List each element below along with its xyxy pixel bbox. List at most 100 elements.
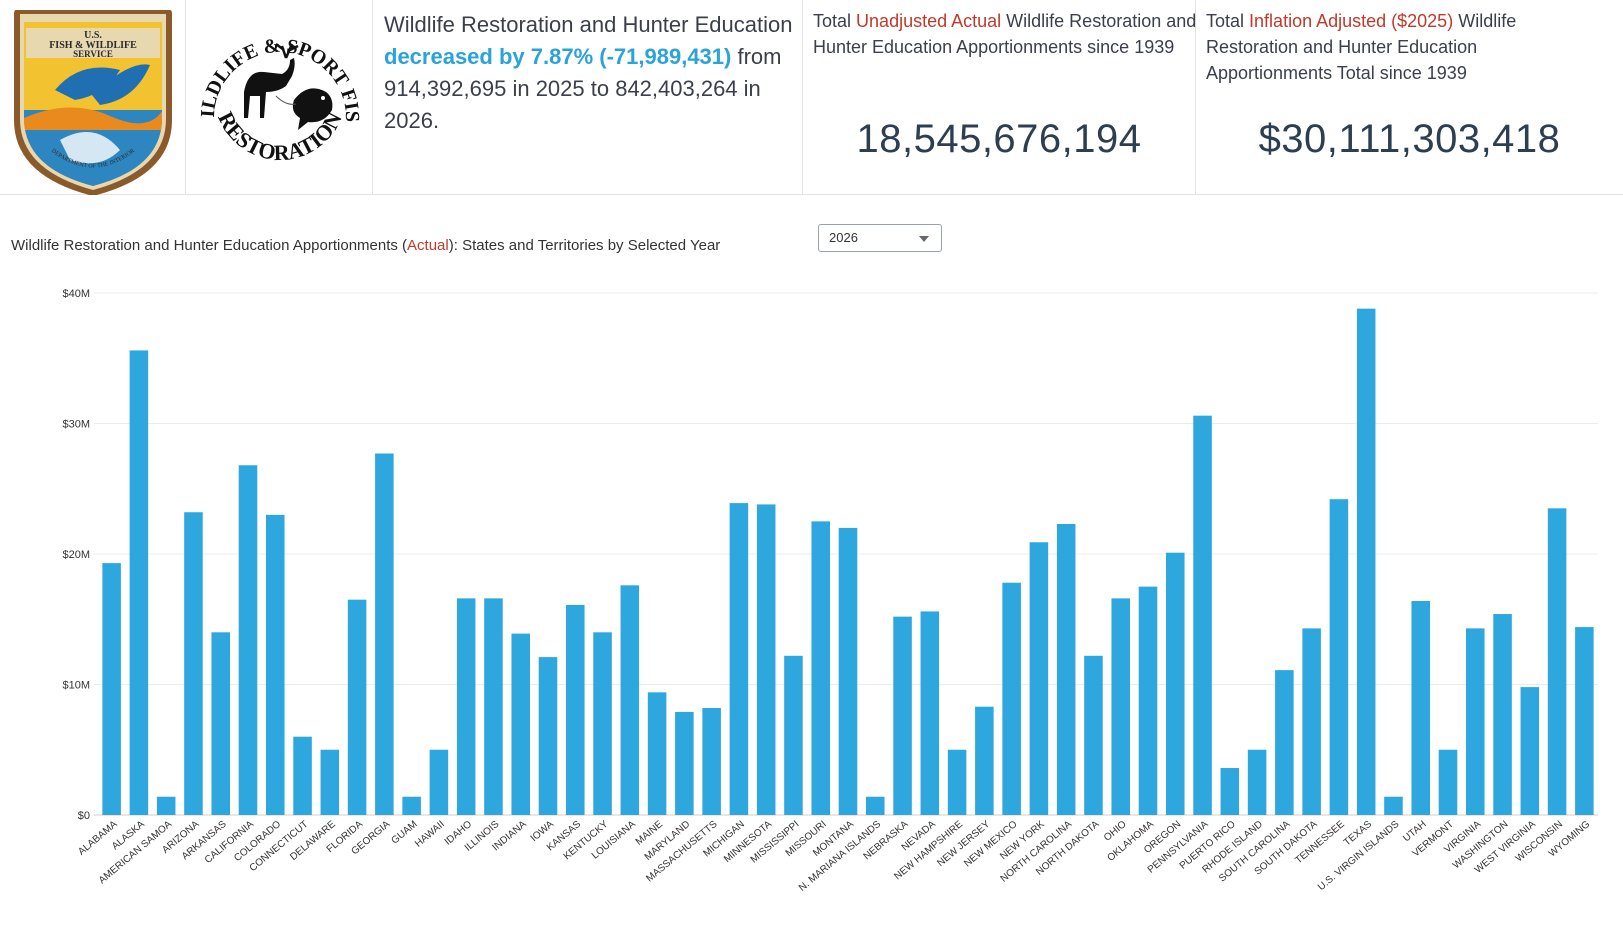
bar[interactable] [620,585,640,815]
bar[interactable] [211,632,230,815]
bar[interactable] [1111,598,1130,815]
deer-icon [244,43,299,118]
kpi-unadjusted-title: Total Unadjusted Actual Wildlife Restora… [813,8,1203,60]
bar[interactable] [238,465,258,815]
bar[interactable] [511,633,530,815]
bar[interactable] [1520,687,1540,815]
bar[interactable] [1247,749,1267,815]
chart-y-axis: $0 $10M $20M $30M $40M [62,288,90,822]
wsfr-emblem-logo: WILDLIFE & SPORT FISH RESTORATION [176,0,363,165]
bar[interactable] [566,604,585,815]
bar[interactable] [1575,627,1594,815]
bar[interactable] [375,453,394,815]
y-tick-label: $40M [62,288,90,300]
bar[interactable] [1029,542,1049,815]
bar[interactable] [484,598,503,815]
bar[interactable] [266,514,285,815]
kpi-inflation-suffix: Wildlife Restoration and Hunter Educatio… [1206,11,1517,83]
bar[interactable] [1056,523,1076,815]
fws-logo-text-3: SERVICE [73,49,113,59]
bar[interactable] [702,707,721,815]
kpi-inflation-panel: Total Inflation Adjusted ($2025) Wildlif… [1196,0,1623,195]
chart-bars [102,308,1594,815]
y-tick-label: $30M [62,419,90,431]
chart-heading-part2: ): States and Territories by Selected Ye… [448,237,721,254]
bar[interactable] [102,563,121,815]
header-strip: U.S. FISH & WILDLIFE SERVICE DEPARTMENT … [0,0,1623,196]
kpi-unadjusted-panel: Total Unadjusted Actual Wildlife Restora… [803,0,1196,195]
kpi-unadjusted-suffix: Wildlife Restoration and Hunter Educatio… [813,11,1197,57]
y-tick-label: $10M [62,680,90,692]
bar[interactable] [293,736,312,815]
summary-change-abs: (-71,989,431) [599,44,732,69]
bar[interactable] [1084,655,1103,815]
y-tick-label: $0 [78,810,90,822]
kpi-inflation-prefix: Total [1206,11,1245,31]
bar[interactable] [947,749,967,815]
fws-logo-panel: U.S. FISH & WILDLIFE SERVICE DEPARTMENT … [0,0,186,196]
bar[interactable] [1275,670,1294,815]
bar[interactable] [1193,415,1212,815]
bar[interactable] [593,632,612,815]
kpi-inflation-value: $30,111,303,418 [1258,117,1561,161]
bar[interactable] [1356,308,1376,815]
fws-shield-logo: U.S. FISH & WILDLIFE SERVICE DEPARTMENT … [14,10,172,196]
bar[interactable] [1384,796,1403,815]
bar[interactable] [1220,768,1240,815]
summary-change-pct: decreased by 7.87% [384,44,594,69]
bar[interactable] [156,796,176,815]
fws-logo-text-2: FISH & WILDLIFE [49,40,137,51]
y-tick-label: $20M [62,549,90,561]
bar[interactable] [1302,628,1321,815]
kpi-unadjusted-highlight: Unadjusted Actual [856,11,1002,31]
bar[interactable] [1493,614,1512,815]
bar[interactable] [1547,508,1567,815]
bar[interactable] [866,796,885,815]
bar[interactable] [1411,600,1430,815]
bar[interactable] [675,711,694,815]
bar[interactable] [893,616,912,815]
change-summary-text: Wildlife Restoration and Hunter Educatio… [384,9,794,137]
bar[interactable] [811,521,830,815]
bar[interactable] [347,599,367,815]
kpi-unadjusted-prefix: Total [813,11,852,31]
bar[interactable] [184,512,203,815]
kpi-unadjusted-value: 18,545,676,194 [856,117,1142,161]
bar[interactable] [429,749,449,815]
bar[interactable] [402,796,421,815]
chart-heading: Wildlife Restoration and Hunter Educatio… [11,237,720,254]
summary-part1: Wildlife Restoration and Hunter Educatio… [384,12,793,37]
bar[interactable] [1166,552,1185,815]
fish-icon [275,88,333,130]
bar[interactable] [756,504,776,815]
bar[interactable] [320,749,340,815]
bar[interactable] [456,598,476,815]
bar[interactable] [538,657,558,815]
bar[interactable] [1329,499,1349,815]
bar[interactable] [975,706,994,815]
bar[interactable] [1002,582,1021,815]
summary-part2: from 914,392,695 in 2025 to 842,403,264 … [384,44,782,133]
chart-heading-highlight: Actual [407,237,449,254]
apportionment-bar-chart: $0 $10M $20M $30M $40M ALABAMAALASKAAMERICAN… [62,288,1598,894]
year-dropdown-value: 2026 [829,230,858,245]
kpi-inflation-highlight: Inflation Adjusted ($2025) [1249,11,1454,31]
bar[interactable] [647,692,667,815]
bar[interactable] [1466,628,1485,815]
chart-heading-part1: Wildlife Restoration and Hunter Educatio… [11,237,408,254]
bar[interactable] [838,527,858,815]
x-tick-label: ALABAMA [76,819,120,858]
fws-logo-text-1: U.S. [84,30,102,41]
year-dropdown[interactable]: 2026 [818,224,942,252]
wsfr-logo-panel: WILDLIFE & SPORT FISH RESTORATION [176,0,373,195]
chevron-down-icon [919,236,929,242]
bar[interactable] [784,655,803,815]
wsfr-logo-arc-top: WILDLIFE & SPORT FISH [186,0,363,122]
bar[interactable] [1138,586,1158,815]
bar[interactable] [920,611,940,815]
bar[interactable] [1438,749,1458,815]
bar[interactable] [129,350,149,815]
bar[interactable] [729,503,749,815]
change-summary-panel: Wildlife Restoration and Hunter Educatio… [373,0,803,195]
